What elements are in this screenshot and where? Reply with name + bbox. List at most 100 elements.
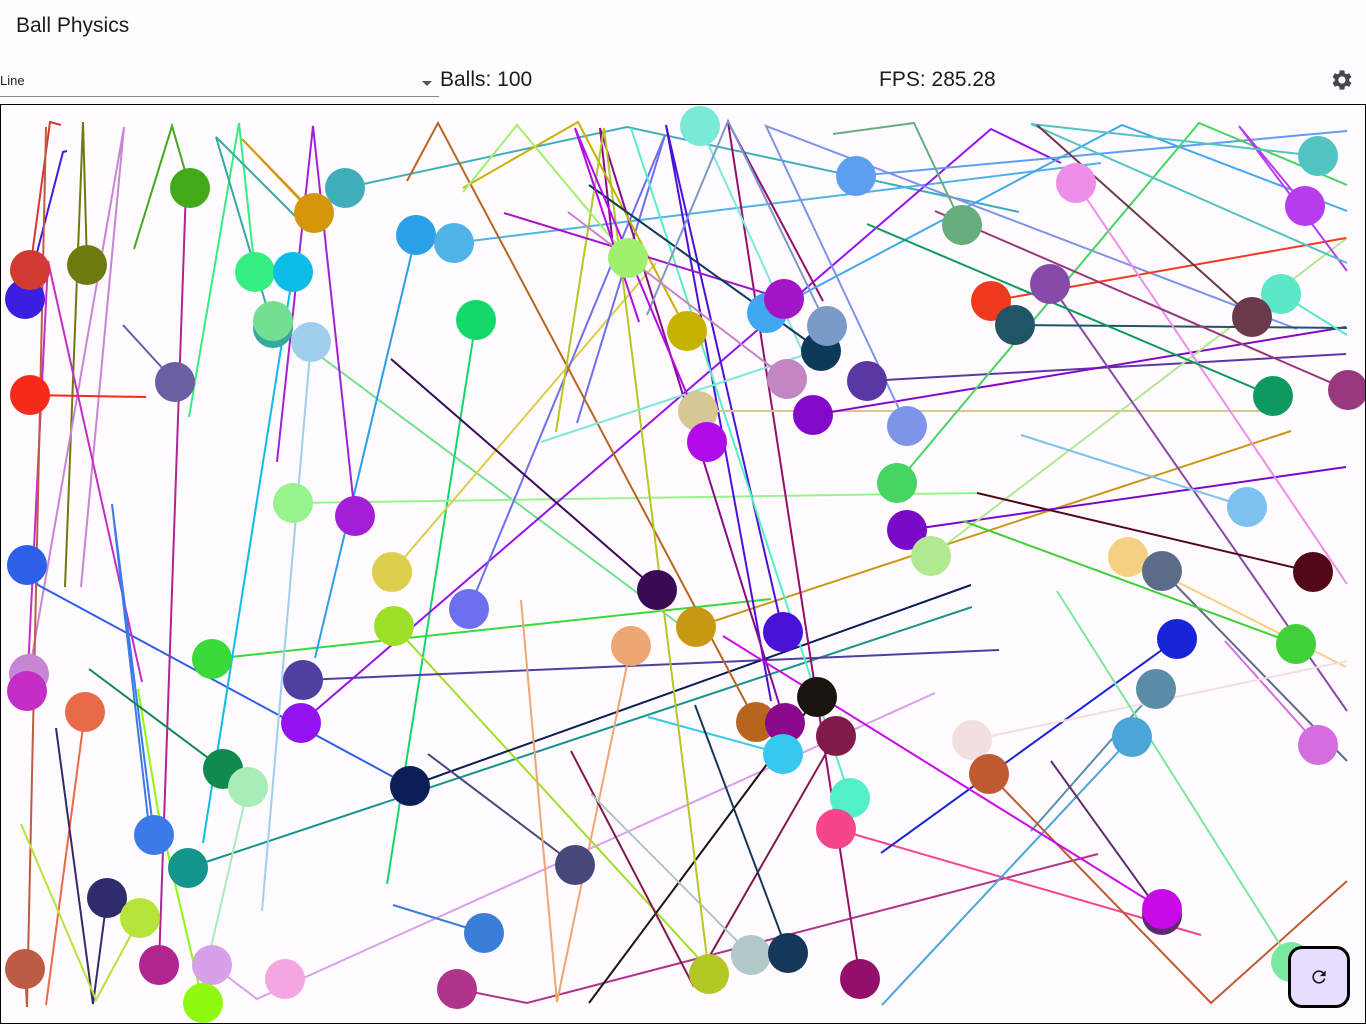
simulation-canvas[interactable] xyxy=(0,104,1366,1024)
ball-trail-22 xyxy=(211,598,772,660)
ball-trail-10 xyxy=(45,711,86,1006)
ball-trail-90 xyxy=(976,492,1314,573)
refresh-icon xyxy=(1312,970,1326,984)
ball-trail-87 xyxy=(1020,434,1248,508)
ball-54 xyxy=(816,809,856,849)
ball-58 xyxy=(840,959,880,999)
ball-56 xyxy=(768,933,808,973)
ball-61 xyxy=(836,156,876,196)
ball-trail-38 xyxy=(300,127,1062,724)
ball-83 xyxy=(1261,274,1301,314)
ball-11 xyxy=(5,949,45,989)
ball-trail-60 xyxy=(462,120,688,332)
ball-scene xyxy=(5,106,1365,1023)
ball-trail-19 xyxy=(187,606,973,869)
ball-trail-95 xyxy=(881,736,1133,1006)
ball-87 xyxy=(1227,487,1267,527)
ball-42 xyxy=(437,969,477,1009)
mode-select[interactable]: Line xyxy=(0,66,439,97)
ball-9 xyxy=(7,671,47,711)
ball-trail-100 xyxy=(1056,590,1292,963)
ball-trail-71 xyxy=(812,326,1347,416)
ball-trail-85 xyxy=(866,223,1274,397)
ball-15 xyxy=(192,945,232,985)
ball-6 xyxy=(10,375,50,415)
ball-trail-80 xyxy=(1075,182,1348,585)
ball-38 xyxy=(281,703,321,743)
ball-84 xyxy=(1232,297,1272,337)
ball-trail-36 xyxy=(393,625,726,988)
ball-trail-58 xyxy=(727,121,861,980)
ball-65 xyxy=(807,306,847,346)
ball-trail-51 xyxy=(647,716,784,755)
ball-78 xyxy=(1030,264,1070,304)
ball-45 xyxy=(637,570,677,610)
fps-readout: FPS: 285.28 xyxy=(879,68,996,91)
ball-32 xyxy=(456,300,496,340)
ball-43 xyxy=(449,589,489,629)
ball-2 xyxy=(10,250,50,290)
ball-72 xyxy=(887,406,927,446)
ball-68 xyxy=(847,361,887,401)
ball-34 xyxy=(335,496,375,536)
ball-44 xyxy=(611,626,651,666)
ball-80 xyxy=(1056,163,1096,203)
ball-92 xyxy=(1157,619,1197,659)
ball-trail-47 xyxy=(665,124,784,702)
ball-trail-82 xyxy=(1030,123,1348,264)
balls-count: Balls: 100 xyxy=(440,68,533,91)
ball-76 xyxy=(942,205,982,245)
ball-79 xyxy=(995,305,1035,345)
gear-icon xyxy=(1332,70,1352,90)
mode-select-value: Line xyxy=(0,73,25,88)
app-title: Ball Physics xyxy=(16,14,130,37)
ball-48 xyxy=(797,677,837,717)
ball-trail-37 xyxy=(302,649,1000,681)
ball-trail-21 xyxy=(208,786,249,957)
ball-trail-49 xyxy=(406,120,757,723)
ball-51 xyxy=(763,734,803,774)
ball-trail-98 xyxy=(1050,760,1163,916)
ball-60 xyxy=(667,311,707,351)
ball-trail-73 xyxy=(896,121,1348,484)
settings-button[interactable] xyxy=(1330,68,1354,92)
ball-trail-76 xyxy=(832,121,963,226)
ball-trail-62 xyxy=(766,123,1348,314)
ball-trail-12 xyxy=(55,727,108,1005)
ball-trail-91 xyxy=(962,520,1297,645)
ball-35 xyxy=(372,552,412,592)
ball-trail-66 xyxy=(462,123,629,259)
ball-trail-1 xyxy=(24,150,68,300)
ball-trail-2 xyxy=(29,120,62,271)
ball-75 xyxy=(911,536,951,576)
ball-10 xyxy=(65,692,105,732)
ball-71 xyxy=(793,395,833,435)
ball-82 xyxy=(1298,136,1338,176)
ball-27 xyxy=(291,322,331,362)
ball-23 xyxy=(235,252,275,292)
ball-22 xyxy=(192,639,232,679)
ball-99 xyxy=(1142,889,1182,929)
ball-88 xyxy=(1108,537,1148,577)
ball-trail-24 xyxy=(202,271,294,844)
refresh-button[interactable] xyxy=(1288,946,1350,1008)
ball-trail-28 xyxy=(241,138,315,214)
ball-trail-56 xyxy=(694,704,789,954)
ball-36 xyxy=(374,606,414,646)
ball-trail-45 xyxy=(390,358,658,591)
ball-95 xyxy=(1112,717,1152,757)
ball-16 xyxy=(183,983,223,1023)
ball-17 xyxy=(265,959,305,999)
ball-70 xyxy=(687,422,727,462)
ball-trail-99 xyxy=(722,635,1163,910)
ball-trail-54 xyxy=(835,828,1202,936)
ball-trail-92 xyxy=(880,638,1178,854)
ball-trail-18 xyxy=(111,503,155,836)
ball-trail-4 xyxy=(133,122,191,250)
ball-26 xyxy=(253,301,293,341)
ball-trail-29 xyxy=(344,125,1020,213)
ball-53 xyxy=(830,778,870,818)
ball-37 xyxy=(283,660,323,700)
ball-85 xyxy=(1253,376,1293,416)
ball-3 xyxy=(67,245,107,285)
